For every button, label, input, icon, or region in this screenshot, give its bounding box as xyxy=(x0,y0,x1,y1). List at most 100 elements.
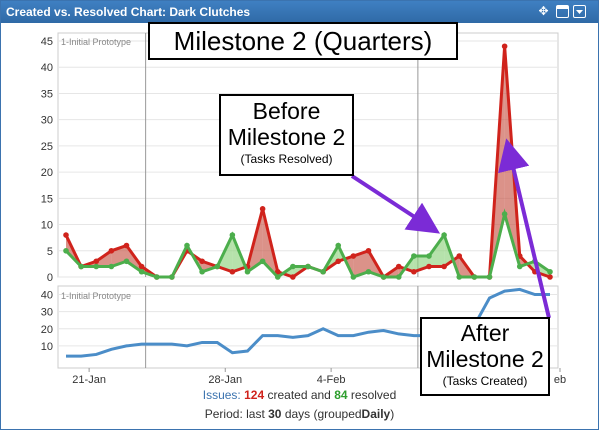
created-point xyxy=(229,268,236,275)
menu-dropdown-icon[interactable] xyxy=(573,5,586,18)
resolved-point xyxy=(229,232,236,238)
bottom-version-label: 1-Initial Prototype xyxy=(61,291,131,301)
created-text: created and xyxy=(267,388,331,402)
resolved-point xyxy=(365,268,372,275)
before-milestone-callout: Before Milestone 2 (Tasks Resolved) xyxy=(219,94,354,176)
resolved-point xyxy=(214,263,221,270)
issues-label: Issues: xyxy=(202,388,241,402)
after-line2: Milestone 2 xyxy=(426,346,544,372)
after-milestone-callout: After Milestone 2 (Tasks Created) xyxy=(420,317,550,396)
created-point xyxy=(426,263,432,270)
resolved-point xyxy=(108,263,115,270)
resolved-point xyxy=(486,274,493,280)
resolved-point xyxy=(199,268,205,275)
resolved-point xyxy=(184,242,190,249)
bottom-y-tick-label: 20 xyxy=(41,324,53,336)
after-line3: (Tasks Created) xyxy=(442,374,528,388)
x-tick-label: 4-Feb xyxy=(317,374,346,386)
top-y-tick-label: 20 xyxy=(41,167,53,179)
issues-summary: Issues: 124 created and 84 resolved xyxy=(0,388,599,402)
period-suffix: ) xyxy=(390,407,395,421)
before-line2: Milestone 2 xyxy=(227,124,346,150)
created-count: 124 xyxy=(244,388,265,402)
before-line3: (Tasks Resolved) xyxy=(240,152,333,166)
top-y-tick-label: 30 xyxy=(41,115,53,127)
resolved-point xyxy=(63,247,69,254)
resolved-point xyxy=(441,232,447,238)
created-point xyxy=(441,263,447,270)
created-point xyxy=(335,258,342,265)
top-y-tick-label: 5 xyxy=(47,246,53,258)
created-point xyxy=(411,268,417,275)
resolved-point xyxy=(153,274,160,280)
gap-area-segment xyxy=(353,250,369,277)
bottom-y-tick-label: 10 xyxy=(41,341,53,353)
resolved-point xyxy=(350,274,357,280)
top-y-tick-label: 45 xyxy=(41,36,53,48)
resolved-point xyxy=(501,211,508,217)
top-version-label: 1-Initial Prototype xyxy=(61,37,131,47)
milestone-title-callout: Milestone 2 (Quarters) xyxy=(148,22,458,60)
top-y-tick-label: 15 xyxy=(41,193,53,205)
created-point xyxy=(138,263,145,270)
resolved-point xyxy=(259,258,266,265)
x-tick-label: 21-Jan xyxy=(72,374,106,386)
created-point xyxy=(259,206,266,212)
top-y-tick-label: 10 xyxy=(41,220,53,232)
top-y-tick-label: 25 xyxy=(41,141,53,153)
period-days: 30 xyxy=(268,407,282,421)
created-point xyxy=(365,247,372,254)
created-point xyxy=(547,274,553,280)
resolved-point xyxy=(320,268,326,275)
resolved-point xyxy=(471,274,478,280)
x-tick-label: eb xyxy=(554,374,566,386)
gadget-titlebar: Created vs. Resolved Chart: Dark Clutche… xyxy=(1,1,598,23)
resolved-point xyxy=(426,253,432,259)
period-mid: days (grouped xyxy=(284,407,362,421)
resolved-point xyxy=(93,263,100,270)
resolved-point xyxy=(78,263,84,270)
bottom-y-tick-label: 40 xyxy=(41,290,53,302)
period-prefix: Period: last xyxy=(204,407,265,421)
resolved-point xyxy=(380,274,387,280)
created-point xyxy=(350,253,357,259)
period-group: Daily xyxy=(361,407,391,421)
resolved-point xyxy=(123,258,130,265)
milestone-title-text: Milestone 2 (Quarters) xyxy=(173,26,433,56)
maximize-icon-glyph xyxy=(557,6,568,9)
after-line1: After xyxy=(460,320,510,346)
move-icon[interactable]: ✥ xyxy=(538,4,549,18)
resolved-point xyxy=(305,263,311,270)
x-tick-label: 28-Jan xyxy=(208,374,242,386)
after-arrow xyxy=(498,138,551,319)
resolved-count: 84 xyxy=(334,388,348,402)
created-point xyxy=(501,43,508,50)
created-point xyxy=(395,263,402,270)
top-y-tick-label: 35 xyxy=(41,88,53,100)
resolved-point xyxy=(290,263,296,270)
created-point xyxy=(290,274,296,280)
created-point xyxy=(274,268,281,275)
bottom-y-tick-label: 30 xyxy=(41,307,53,319)
created-point xyxy=(123,242,130,249)
resolved-point xyxy=(244,268,251,275)
resolved-point xyxy=(169,274,175,280)
before-line1: Before xyxy=(252,98,321,124)
created-point xyxy=(93,258,100,265)
created-point xyxy=(108,247,115,254)
resolved-point xyxy=(547,268,553,275)
created-point xyxy=(456,253,463,259)
gap-area-segment xyxy=(429,235,445,267)
resolved-point xyxy=(274,274,281,280)
resolved-point xyxy=(516,263,523,270)
maximize-icon[interactable] xyxy=(556,5,569,18)
top-y-tick-label: 40 xyxy=(41,62,53,74)
resolved-point xyxy=(138,268,145,275)
resolved-point xyxy=(335,242,342,249)
chevron-down-icon xyxy=(576,10,583,14)
resolved-point xyxy=(395,274,402,280)
resolved-text: resolved xyxy=(350,388,397,402)
top-y-tick-label: 0 xyxy=(47,272,53,284)
resolved-point xyxy=(411,253,417,259)
before-arrow xyxy=(350,174,441,234)
